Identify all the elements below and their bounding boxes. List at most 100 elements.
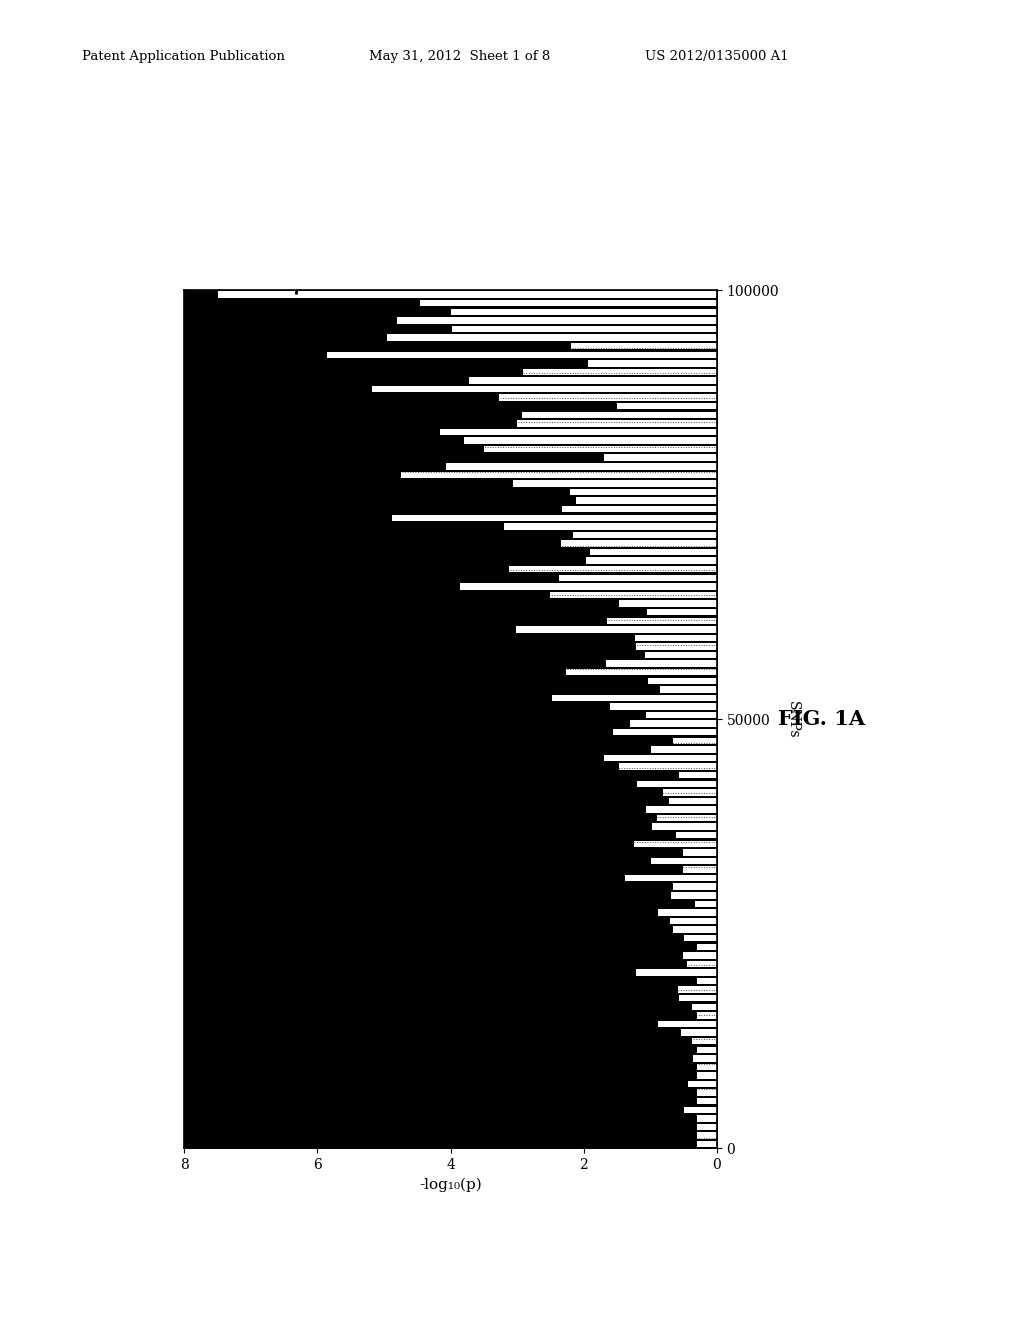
Bar: [687, 961, 717, 968]
Bar: [657, 1020, 717, 1027]
Bar: [606, 660, 717, 667]
Bar: [696, 944, 717, 950]
Bar: [396, 317, 717, 323]
Bar: [586, 557, 717, 564]
Bar: [635, 635, 717, 642]
Bar: [696, 1089, 717, 1096]
Bar: [552, 694, 717, 701]
Bar: [509, 566, 717, 573]
Bar: [648, 677, 717, 684]
Bar: [647, 609, 717, 615]
Bar: [636, 643, 717, 649]
Bar: [671, 892, 717, 899]
Bar: [657, 909, 717, 916]
Bar: [561, 540, 717, 546]
Bar: [461, 583, 717, 590]
Bar: [559, 574, 717, 581]
Bar: [651, 824, 717, 830]
Bar: [646, 711, 717, 718]
Bar: [328, 351, 717, 358]
Bar: [604, 454, 717, 461]
Bar: [669, 797, 717, 804]
Bar: [590, 549, 717, 556]
Bar: [679, 772, 717, 779]
Bar: [683, 952, 717, 958]
Text: FIG. 1A: FIG. 1A: [778, 709, 865, 730]
Bar: [696, 1098, 717, 1105]
Bar: [673, 927, 717, 933]
Bar: [517, 420, 717, 426]
Bar: [439, 429, 717, 436]
Bar: [696, 978, 717, 985]
Bar: [670, 917, 717, 924]
Bar: [504, 523, 717, 529]
Bar: [571, 343, 717, 350]
Bar: [645, 652, 717, 659]
Bar: [572, 532, 717, 539]
Bar: [618, 763, 717, 770]
Bar: [673, 738, 717, 744]
Bar: [626, 875, 717, 882]
Bar: [562, 506, 717, 512]
Bar: [684, 935, 717, 941]
Bar: [696, 1072, 717, 1078]
Bar: [523, 368, 717, 375]
Bar: [589, 360, 717, 367]
Bar: [678, 986, 717, 993]
Bar: [550, 591, 717, 598]
Bar: [634, 841, 717, 847]
X-axis label: -log₁₀(p): -log₁₀(p): [419, 1177, 482, 1192]
Bar: [451, 309, 717, 315]
Bar: [683, 866, 717, 873]
Bar: [522, 412, 717, 418]
Bar: [681, 1030, 717, 1036]
Bar: [516, 626, 717, 632]
Bar: [616, 403, 717, 409]
Bar: [694, 900, 717, 907]
Bar: [609, 704, 717, 710]
Bar: [401, 471, 717, 478]
Bar: [646, 807, 717, 813]
Bar: [684, 1106, 717, 1113]
Bar: [696, 1047, 717, 1053]
Bar: [660, 686, 717, 693]
Bar: [603, 755, 717, 762]
Bar: [612, 729, 717, 735]
Bar: [696, 1064, 717, 1071]
Bar: [469, 378, 717, 384]
Bar: [636, 969, 717, 975]
Bar: [513, 480, 717, 487]
Bar: [372, 385, 717, 392]
Bar: [676, 832, 717, 838]
Bar: [452, 326, 717, 333]
Bar: [484, 446, 717, 453]
Bar: [692, 1055, 717, 1061]
Bar: [696, 1012, 717, 1019]
Bar: [696, 1115, 717, 1122]
Bar: [696, 1133, 717, 1139]
Bar: [637, 780, 717, 787]
Bar: [679, 995, 717, 1002]
Bar: [575, 498, 717, 504]
Bar: [630, 721, 717, 727]
Bar: [606, 618, 717, 624]
Bar: [683, 849, 717, 855]
Bar: [692, 1038, 717, 1044]
Text: P=4.8 × 10⁻⁷: P=4.8 × 10⁻⁷: [286, 924, 295, 994]
Bar: [420, 300, 717, 306]
Bar: [392, 515, 717, 521]
Bar: [650, 858, 717, 865]
Bar: [688, 1081, 717, 1088]
Bar: [566, 669, 717, 676]
Bar: [696, 1140, 717, 1147]
Bar: [387, 334, 717, 341]
Bar: [663, 789, 717, 796]
Bar: [657, 814, 717, 821]
Bar: [620, 601, 717, 607]
Bar: [651, 746, 717, 752]
Bar: [696, 1123, 717, 1130]
Text: Patent Application Publication: Patent Application Publication: [82, 50, 285, 63]
Bar: [673, 883, 717, 890]
Bar: [499, 395, 717, 401]
Bar: [569, 488, 717, 495]
